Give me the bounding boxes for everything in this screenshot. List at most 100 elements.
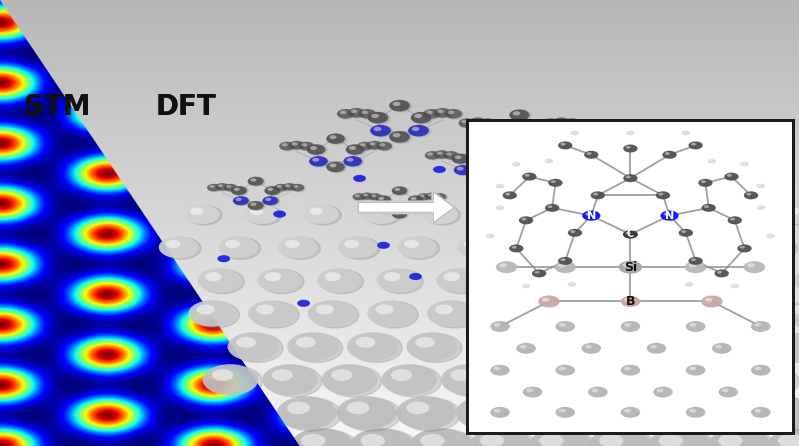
Circle shape [686, 407, 706, 418]
Circle shape [686, 283, 690, 285]
Circle shape [472, 119, 479, 123]
Circle shape [715, 345, 722, 349]
Circle shape [689, 257, 703, 265]
Circle shape [595, 143, 615, 153]
Circle shape [594, 337, 614, 348]
Circle shape [585, 332, 637, 361]
Circle shape [491, 407, 510, 418]
Circle shape [225, 184, 238, 192]
Circle shape [621, 321, 640, 332]
Circle shape [488, 121, 508, 132]
Circle shape [661, 204, 696, 224]
Circle shape [649, 334, 700, 363]
Circle shape [371, 194, 376, 197]
Circle shape [455, 396, 515, 429]
Circle shape [287, 332, 339, 361]
Circle shape [411, 127, 419, 131]
Circle shape [725, 300, 773, 327]
Circle shape [537, 286, 550, 293]
Circle shape [435, 305, 453, 314]
Circle shape [724, 170, 737, 178]
Circle shape [754, 396, 799, 429]
Circle shape [664, 205, 699, 225]
Circle shape [708, 159, 716, 163]
Circle shape [483, 120, 489, 124]
Circle shape [565, 119, 582, 128]
Circle shape [495, 305, 513, 314]
Circle shape [740, 246, 745, 248]
Circle shape [459, 119, 476, 128]
Circle shape [360, 109, 377, 119]
Circle shape [691, 143, 696, 145]
Circle shape [490, 202, 503, 209]
Circle shape [658, 434, 683, 446]
Circle shape [291, 334, 343, 363]
Circle shape [624, 298, 631, 302]
Circle shape [501, 364, 556, 395]
Circle shape [667, 128, 683, 137]
Circle shape [618, 269, 662, 293]
Circle shape [555, 261, 576, 273]
Circle shape [778, 434, 799, 446]
Circle shape [566, 163, 583, 173]
Circle shape [740, 162, 749, 166]
Circle shape [552, 202, 565, 209]
Circle shape [678, 269, 721, 293]
Circle shape [360, 193, 374, 200]
Circle shape [755, 236, 794, 258]
Circle shape [764, 332, 799, 361]
Circle shape [427, 153, 433, 156]
Circle shape [368, 112, 388, 124]
Circle shape [663, 211, 675, 218]
Circle shape [730, 284, 739, 288]
Circle shape [395, 188, 400, 191]
Circle shape [393, 187, 408, 195]
Circle shape [664, 212, 670, 216]
Circle shape [378, 197, 384, 200]
Circle shape [445, 152, 459, 160]
Circle shape [361, 111, 368, 114]
Circle shape [713, 184, 720, 188]
Circle shape [733, 305, 751, 314]
Circle shape [601, 163, 618, 173]
Circle shape [490, 301, 538, 328]
Circle shape [604, 212, 616, 219]
Circle shape [754, 323, 761, 327]
Circle shape [423, 204, 458, 224]
Circle shape [216, 183, 229, 190]
Circle shape [202, 364, 258, 395]
Circle shape [579, 237, 618, 259]
Circle shape [520, 398, 580, 431]
Circle shape [669, 129, 675, 132]
Circle shape [236, 198, 242, 201]
Circle shape [584, 180, 602, 190]
Circle shape [621, 407, 640, 418]
Circle shape [617, 121, 624, 125]
Circle shape [751, 321, 770, 332]
Circle shape [404, 240, 419, 248]
Circle shape [378, 142, 393, 151]
Circle shape [414, 430, 478, 446]
Circle shape [548, 160, 563, 168]
Circle shape [694, 396, 754, 429]
Circle shape [607, 207, 621, 215]
Circle shape [221, 237, 260, 259]
Circle shape [459, 118, 475, 128]
Circle shape [358, 142, 374, 151]
Circle shape [491, 154, 509, 164]
Circle shape [588, 428, 652, 446]
Circle shape [783, 205, 799, 225]
Circle shape [561, 258, 566, 261]
Circle shape [494, 323, 500, 327]
Circle shape [666, 128, 682, 137]
Circle shape [657, 388, 663, 392]
Circle shape [615, 268, 658, 293]
Circle shape [539, 434, 564, 446]
Circle shape [591, 388, 598, 392]
Circle shape [632, 162, 638, 165]
Circle shape [586, 212, 592, 216]
Circle shape [471, 170, 488, 181]
Circle shape [409, 196, 424, 205]
Circle shape [491, 134, 511, 145]
Circle shape [717, 271, 722, 273]
